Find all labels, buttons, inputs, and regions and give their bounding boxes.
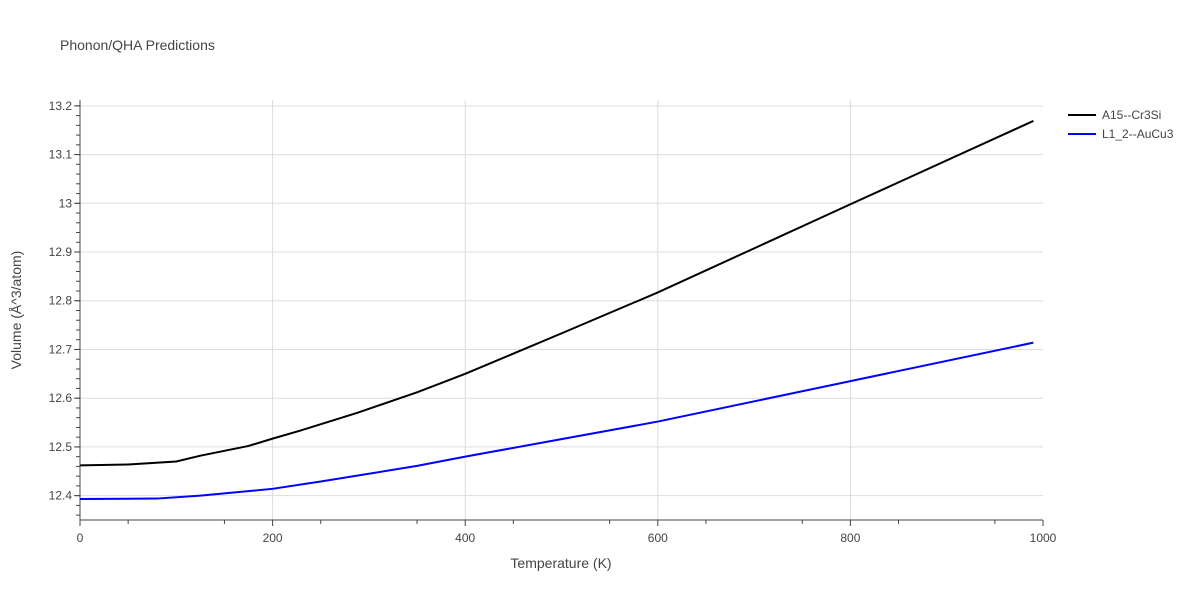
x-axis-label: Temperature (K) bbox=[510, 555, 611, 571]
x-tick-label: 400 bbox=[455, 531, 475, 545]
x-tick-label: 0 bbox=[77, 531, 84, 545]
x-tick-label: 600 bbox=[648, 531, 668, 545]
y-tick-label: 13.1 bbox=[49, 148, 73, 162]
y-tick-label: 12.4 bbox=[49, 489, 73, 503]
y-tick-label: 12.8 bbox=[49, 294, 73, 308]
series-line bbox=[79, 341, 1034, 501]
y-tick-label: 12.5 bbox=[49, 440, 73, 454]
y-tick-label: 12.7 bbox=[49, 342, 73, 356]
x-tick-label: 800 bbox=[840, 531, 860, 545]
x-tick-label: 1000 bbox=[1030, 531, 1057, 545]
legend-label: L1_2--AuCu3 bbox=[1102, 127, 1174, 141]
y-tick-label: 12.6 bbox=[49, 391, 73, 405]
y-axis-label: Volume (Å^3/atom) bbox=[8, 251, 24, 370]
chart-title: Phonon/QHA Predictions bbox=[60, 37, 215, 53]
y-tick-label: 13.2 bbox=[49, 99, 73, 113]
legend-label: A15--Cr3Si bbox=[1102, 108, 1161, 122]
y-tick-label: 12.9 bbox=[49, 245, 73, 259]
x-tick-label: 200 bbox=[263, 531, 283, 545]
y-tick-label: 13 bbox=[59, 196, 73, 210]
series-line bbox=[79, 120, 1034, 467]
